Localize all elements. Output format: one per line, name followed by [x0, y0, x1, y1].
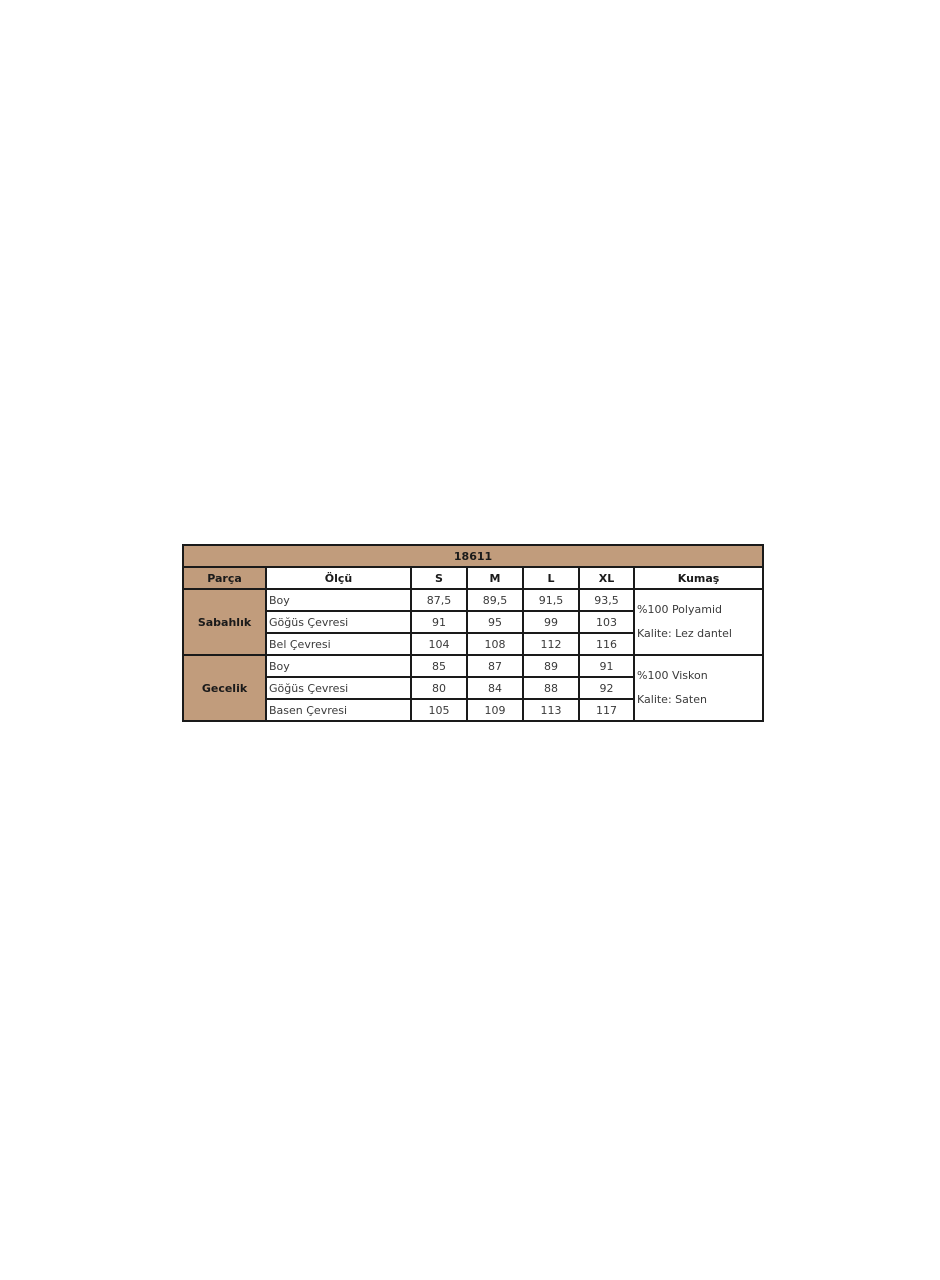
- value-cell: 113: [522, 698, 580, 722]
- measure-cell: Boy: [265, 654, 412, 678]
- value-cell: 91: [410, 610, 468, 634]
- header-s: S: [410, 566, 468, 590]
- size-chart-table: 18611 Parça Ölçü S M L XL Kumaş Sabahlık…: [181, 544, 765, 722]
- value-cell: 89: [522, 654, 580, 678]
- value-cell: 85: [410, 654, 468, 678]
- header-measure: Ölçü: [265, 566, 412, 590]
- header-xl: XL: [578, 566, 635, 590]
- measure-cell: Basen Çevresi: [265, 698, 412, 722]
- table-row: Gecelik Boy 85 87 89 91 %100 Viskon Kalite: Sat…: [182, 654, 765, 722]
- value-cell: 117: [578, 698, 635, 722]
- fabric-line: Kalite: Lez dantel: [637, 627, 732, 640]
- value-cell: 109: [466, 698, 524, 722]
- value-cell: 84: [466, 676, 524, 700]
- value-cell: 93,5: [578, 588, 635, 612]
- value-cell: 112: [522, 632, 580, 656]
- value-cell: 108: [466, 632, 524, 656]
- value-cell: 92: [578, 676, 635, 700]
- measure-cell: Göğüs Çevresi: [265, 676, 412, 700]
- value-cell: 99: [522, 610, 580, 634]
- measure-cell: Göğüs Çevresi: [265, 610, 412, 634]
- value-cell: 88: [522, 676, 580, 700]
- title-row: 18611: [181, 544, 765, 568]
- value-cell: 87: [466, 654, 524, 678]
- measure-cell: Boy: [265, 588, 412, 612]
- fabric-line: Kalite: Saten: [637, 693, 707, 706]
- table-row: Basen Çevresi 105 109 113 117: [183, 698, 763, 722]
- value-cell: 105: [410, 698, 468, 722]
- table-row: Göğüs Çevresi 91 95 99 103: [183, 610, 763, 634]
- value-cell: 95: [466, 610, 524, 634]
- fabric-line: %100 Polyamid: [637, 603, 722, 616]
- value-cell: 103: [578, 610, 635, 634]
- value-cell: 91,5: [522, 588, 580, 612]
- value-cell: 89,5: [466, 588, 524, 612]
- fabric-cell: %100 Polyamid Kalite: Lez dantel: [632, 588, 765, 656]
- header-m: M: [466, 566, 524, 590]
- value-cell: 80: [410, 676, 468, 700]
- table-title: 18611: [181, 544, 765, 568]
- measure-cell: Bel Çevresi: [265, 632, 412, 656]
- fabric-cell: %100 Viskon Kalite: Saten: [632, 654, 765, 722]
- table-row: Sabahlık Boy 87,5 89,5 91,5 93,5 %100 Polyamid…: [182, 588, 765, 656]
- value-cell: 116: [578, 632, 635, 656]
- header-row: Parça Ölçü S M L XL Kumaş: [182, 566, 765, 590]
- value-cell: 91: [578, 654, 635, 678]
- table-row: Göğüs Çevresi 80 84 88 92: [183, 676, 763, 700]
- part-cell: Gecelik: [182, 654, 267, 722]
- header-l: L: [522, 566, 580, 590]
- table-row: Bel Çevresi 104 108 112 116: [183, 632, 763, 656]
- header-part: Parça: [182, 566, 267, 590]
- fabric-line: %100 Viskon: [637, 669, 708, 682]
- value-cell: 104: [410, 632, 468, 656]
- value-cell: 87,5: [410, 588, 468, 612]
- header-fabric: Kumaş: [632, 566, 765, 590]
- part-cell: Sabahlık: [182, 588, 267, 656]
